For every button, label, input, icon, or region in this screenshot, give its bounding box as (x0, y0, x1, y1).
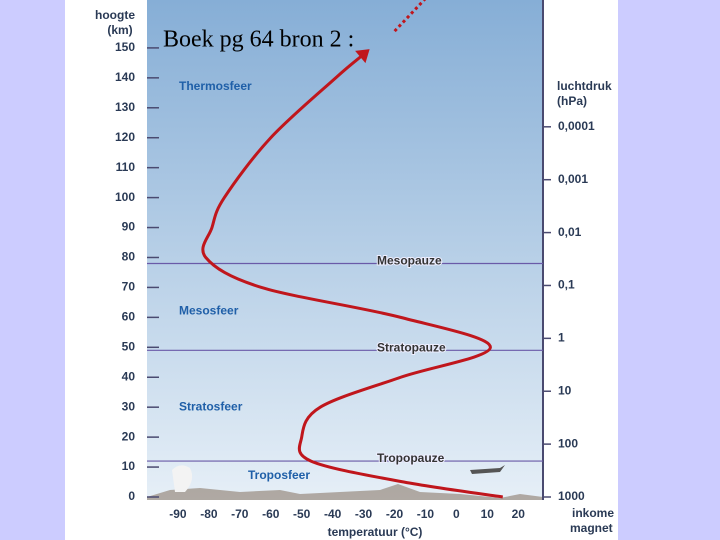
y2-tick-label: 10 (558, 383, 572, 397)
x-tick-label: -70 (231, 507, 249, 521)
y-tick-label: 150 (115, 40, 135, 54)
layer-label: Thermosfeer (179, 79, 252, 93)
y-tick-label: 90 (122, 220, 136, 234)
arrow-head (355, 49, 370, 64)
temperature-line (201, 55, 504, 499)
y-tick-label: 50 (122, 339, 136, 353)
y2-tick-label: 1000 (558, 489, 585, 503)
arrow-continuation (393, 0, 427, 33)
y2-tick-label: 0,1 (558, 278, 575, 292)
x-axis-label: temperatuur (°C) (328, 525, 423, 539)
y2-tick-label: 1 (558, 331, 565, 345)
y-tick-label: 20 (122, 429, 136, 443)
x-tick-label: 20 (512, 507, 526, 521)
y-tick-label: 120 (115, 130, 135, 144)
y-tick-label: 110 (116, 160, 136, 174)
layer-label: Mesosfeer (179, 304, 239, 318)
pause-label: Mesopauze (377, 254, 442, 268)
y-tick-label: 0 (128, 489, 135, 503)
y2-tick-label: 0,01 (558, 225, 582, 239)
plot-area (147, 0, 543, 500)
ground (147, 484, 543, 500)
y2-tick-label: 0,001 (558, 172, 588, 186)
y-axis-label: hoogte (95, 8, 135, 22)
x-tick-label: -90 (169, 507, 187, 521)
x-tick-label: -20 (386, 507, 404, 521)
x-tick-label: -40 (324, 507, 342, 521)
y-tick-label: 100 (115, 190, 135, 204)
y2-tick-label: 0,0001 (558, 119, 595, 133)
y-tick-label: 70 (122, 280, 136, 294)
x-tick-label: 10 (481, 507, 495, 521)
cloud (172, 465, 193, 492)
x-tick-label: -10 (417, 507, 435, 521)
y-tick-label: 30 (122, 399, 136, 413)
x-tick-label: -60 (262, 507, 280, 521)
y-tick-label: 80 (122, 250, 136, 264)
y2-axis-label: luchtdruk (557, 79, 612, 93)
y2-axis-label: (hPa) (557, 94, 587, 108)
x-tick-label: -80 (200, 507, 218, 521)
layer-label: Stratosfeer (179, 399, 243, 413)
y-tick-label: 140 (115, 70, 135, 84)
corner-label: inkome (572, 506, 614, 520)
y-tick-label: 40 (122, 369, 136, 383)
y-tick-label: 60 (122, 310, 136, 324)
corner-label: magnet (570, 521, 613, 535)
x-tick-label: 0 (453, 507, 460, 521)
x-tick-label: -50 (293, 507, 311, 521)
x-tick-label: -30 (355, 507, 373, 521)
y2-tick-label: 100 (558, 436, 578, 450)
pause-label: Tropopauze (377, 451, 445, 465)
y-axis-label: (km) (107, 23, 132, 37)
y-tick-label: 10 (122, 459, 136, 473)
slide-title: Boek pg 64 bron 2 : (163, 27, 354, 53)
layer-label: Troposfeer (248, 468, 310, 482)
plane (470, 465, 505, 474)
y-tick-label: 130 (115, 100, 135, 114)
pause-label: Stratopauze (377, 340, 446, 354)
